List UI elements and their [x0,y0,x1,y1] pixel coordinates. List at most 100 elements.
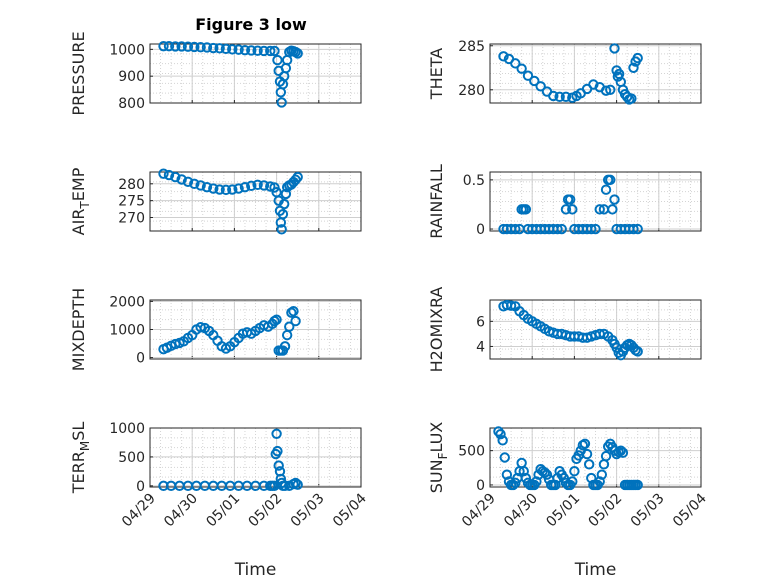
data-point [195,180,206,191]
data-point [560,204,572,215]
data-point [201,181,213,193]
data-point [292,479,303,490]
data-point [208,42,219,54]
data-point [163,169,175,181]
data-point [258,180,270,191]
y-tick-label: 1000 [109,421,145,437]
data-point [505,300,517,311]
data-point [290,477,301,489]
panel-theta: 280 285 THETA [427,39,702,105]
data-point [227,44,238,55]
data-point [214,184,225,195]
y-tick-label: 500 [458,444,485,460]
y-tick-label: 285 [458,39,485,55]
data-point [214,43,225,54]
data-point [195,42,206,53]
data-point [195,322,206,333]
panel-rainfall: 0 0.5 RAINFALL [427,164,702,239]
axes-frame [149,171,362,232]
data-point [605,174,616,186]
x-tick-label: 05/02 [586,491,626,531]
data-point [535,81,546,92]
series-markers [498,43,643,105]
data-point [208,183,219,194]
data-point [529,75,540,87]
x-tick-label: 05/01 [543,491,583,531]
data-point [564,194,576,205]
data-point [163,40,175,52]
data-point [271,428,282,439]
data-point [632,346,643,357]
series-markers [158,168,303,235]
figure-title: Figure 3 low [195,15,307,34]
data-point [609,194,620,205]
data-point [246,180,257,192]
data-point [497,435,508,446]
data-point [278,198,290,210]
x-tick-label: 04/30 [501,491,541,531]
data-point [594,204,605,215]
y-tick-label: 1000 [109,42,145,58]
y-axis-label: SUNFLUX [427,422,450,494]
data-point [579,438,591,449]
data-point [272,54,283,66]
series-markers [158,306,301,356]
data-point [284,321,295,332]
x-axis-label: Time [234,560,277,580]
data-point [605,84,616,95]
y-axis-label: MIXDEPTH [69,288,88,371]
y-tick-label: 6 [476,314,485,330]
data-point [292,171,303,183]
data-point [288,306,299,317]
data-point [567,476,578,487]
data-point [220,184,232,196]
data-point [220,43,232,55]
data-point [280,188,292,200]
axes-frame [149,299,362,360]
data-point [227,184,238,195]
y-tick-label: 0 [476,222,485,238]
panel-h2o_mixing_ratio: 4 6 H2OMIXRA [427,287,702,372]
y-tick-label: 0.5 [463,173,485,189]
axes-frame [489,427,702,488]
series-markers [158,428,303,492]
data-point [628,62,639,73]
y-tick-label: 2000 [109,294,145,310]
data-point [548,90,559,102]
y-tick-label: 275 [118,194,145,210]
data-point [600,184,612,195]
series-markers [498,299,643,361]
x-tick-label: 05/03 [288,491,328,531]
panel-pressure: 800 900 1000 PRESSURE [69,31,362,116]
data-point [158,40,169,52]
series-markers [158,40,303,108]
y-tick-label: 270 [118,211,145,227]
data-point [239,181,251,193]
data-point [586,223,597,235]
panel-terrain_msl: 04/29 04/30 05/01 05/02 05/03 05/04 0 500 1000 TE… [69,421,370,580]
x-tick-label: 05/02 [246,491,286,531]
data-point [258,45,270,57]
data-point [600,450,612,462]
y-tick-label: 800 [118,96,145,112]
data-point [290,315,301,327]
y-axis-label: PRESSURE [69,31,88,115]
data-point [182,41,194,52]
x-axis-label: Time [574,560,617,580]
data-point [569,466,580,477]
data-point [499,452,510,463]
data-point [265,181,276,192]
y-axis-label: THETA [427,48,446,100]
series-markers [498,174,643,235]
y-axis-label: RAINFALL [427,164,446,239]
data-point [498,51,509,62]
data-point [233,44,244,55]
data-point [626,93,637,104]
x-tick-label: 04/29 [119,491,159,531]
panel-mixdepth: 0 1000 2000 MIXDEPTH [69,288,362,371]
y-tick-label: 4 [476,339,485,355]
y-axis-label: TERRMSL [69,422,92,495]
y-tick-label: 1000 [109,323,145,339]
data-point [617,447,629,458]
